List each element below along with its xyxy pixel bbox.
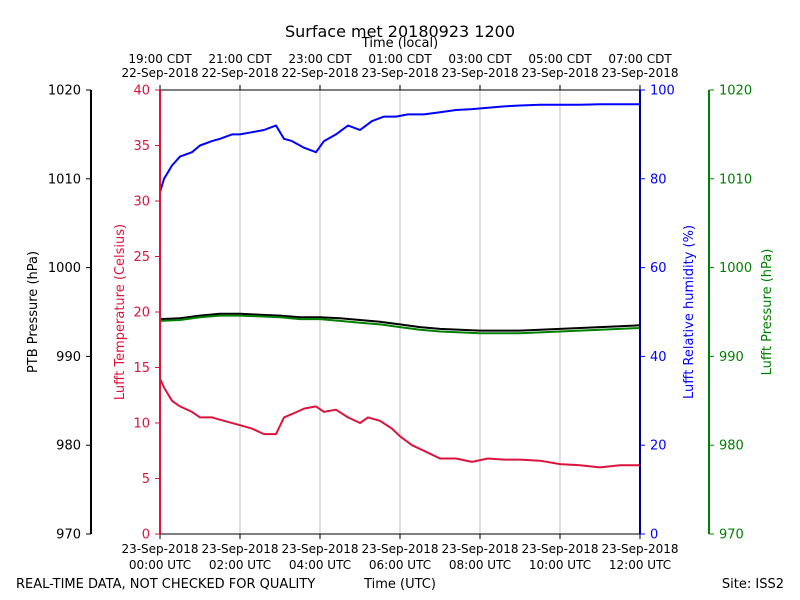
- lufft-pressure-axis-label: Lufft Pressure (hPa): [760, 249, 775, 376]
- ptb-pressure-tick-label: 990: [56, 350, 81, 365]
- ptb-pressure-axis-label: PTB Pressure (hPa): [26, 251, 41, 373]
- temperature-tick-label: 35: [133, 139, 150, 154]
- humidity-tick-label: 40: [650, 350, 667, 365]
- top-axis-label: Time (local): [361, 36, 438, 51]
- temperature-tick-label: 0: [142, 528, 150, 543]
- humidity-tick-label: 20: [650, 439, 667, 454]
- lufft-pressure-line: [159, 314, 641, 335]
- ptb-pressure-tick-label: 970: [56, 528, 81, 543]
- utc-tick-date: 23-Sep-2018: [601, 542, 678, 556]
- ptb-pressure-line: [159, 312, 641, 332]
- local-tick-date: 22-Sep-2018: [201, 66, 278, 80]
- local-tick-time: 23:00 CDT: [288, 52, 352, 66]
- humidity-tick-label: 80: [650, 172, 667, 187]
- local-tick-time: 03:00 CDT: [448, 52, 512, 66]
- ptb-pressure-tick-label: 1010: [48, 172, 81, 187]
- utc-tick-date: 23-Sep-2018: [521, 542, 598, 556]
- humidity-tick-label: 60: [650, 261, 667, 276]
- utc-tick-date: 23-Sep-2018: [441, 542, 518, 556]
- local-tick-time: 19:00 CDT: [128, 52, 192, 66]
- temperature-line: [159, 378, 640, 469]
- local-tick-time: 21:00 CDT: [208, 52, 272, 66]
- ptb-pressure-tick-label: 1000: [48, 261, 81, 276]
- local-tick-date: 23-Sep-2018: [361, 66, 438, 80]
- series-lines: [159, 103, 641, 469]
- lufft-pressure-tick-label: 970: [719, 528, 744, 543]
- utc-tick-time: 10:00 UTC: [529, 558, 591, 572]
- lufft-pressure-tick-label: 990: [719, 350, 744, 365]
- quality-disclaimer: REAL-TIME DATA, NOT CHECKED FOR QUALITY: [16, 577, 315, 592]
- local-tick-date: 23-Sep-2018: [521, 66, 598, 80]
- lufft-pressure-tick-label: 980: [719, 439, 744, 454]
- site-label: Site: ISS2: [722, 577, 784, 592]
- lufft-pressure-tick-label: 1000: [719, 261, 752, 276]
- humidity-tick-label: 100: [650, 84, 675, 99]
- utc-tick-date: 23-Sep-2018: [201, 542, 278, 556]
- ptb-pressure-tick-label: 1020: [48, 84, 81, 99]
- utc-tick-time: 06:00 UTC: [369, 558, 431, 572]
- local-tick-time: 07:00 CDT: [608, 52, 672, 66]
- lufft-pressure-tick-label: 1020: [719, 84, 752, 99]
- humidity-tick-label: 0: [650, 528, 658, 543]
- utc-tick-time: 02:00 UTC: [209, 558, 271, 572]
- local-tick-date: 23-Sep-2018: [601, 66, 678, 80]
- temperature-tick-label: 10: [133, 417, 150, 432]
- local-tick-date: 23-Sep-2018: [441, 66, 518, 80]
- temperature-axis-label: Lufft Temperature (Celsius): [113, 224, 128, 400]
- utc-tick-time: 08:00 UTC: [449, 558, 511, 572]
- bottom-axis-label: Time (UTC): [363, 577, 436, 592]
- local-tick-time: 05:00 CDT: [528, 52, 592, 66]
- utc-tick-time: 00:00 UTC: [129, 558, 191, 572]
- temperature-tick-label: 15: [133, 361, 150, 376]
- utc-tick-date: 23-Sep-2018: [361, 542, 438, 556]
- temperature-tick-label: 25: [133, 250, 150, 265]
- utc-tick-date: 23-Sep-2018: [281, 542, 358, 556]
- local-tick-date: 22-Sep-2018: [121, 66, 198, 80]
- local-tick-date: 22-Sep-2018: [281, 66, 358, 80]
- temperature-tick-label: 40: [133, 84, 150, 99]
- humidity-axis-label: Lufft Relative humidity (%): [682, 225, 697, 399]
- utc-tick-date: 23-Sep-2018: [121, 542, 198, 556]
- temperature-tick-label: 30: [133, 195, 150, 210]
- humidity-line: [159, 103, 640, 193]
- chart-title: Surface met 20180923 1200: [285, 22, 515, 41]
- local-tick-time: 01:00 CDT: [368, 52, 432, 66]
- utc-tick-time: 04:00 UTC: [289, 558, 351, 572]
- lufft-pressure-tick-label: 1010: [719, 172, 752, 187]
- ptb-pressure-tick-label: 980: [56, 439, 81, 454]
- vertical-gridlines: [239, 90, 561, 534]
- utc-tick-time: 12:00 UTC: [609, 558, 671, 572]
- temperature-tick-label: 20: [133, 306, 150, 321]
- temperature-tick-label: 5: [142, 472, 150, 487]
